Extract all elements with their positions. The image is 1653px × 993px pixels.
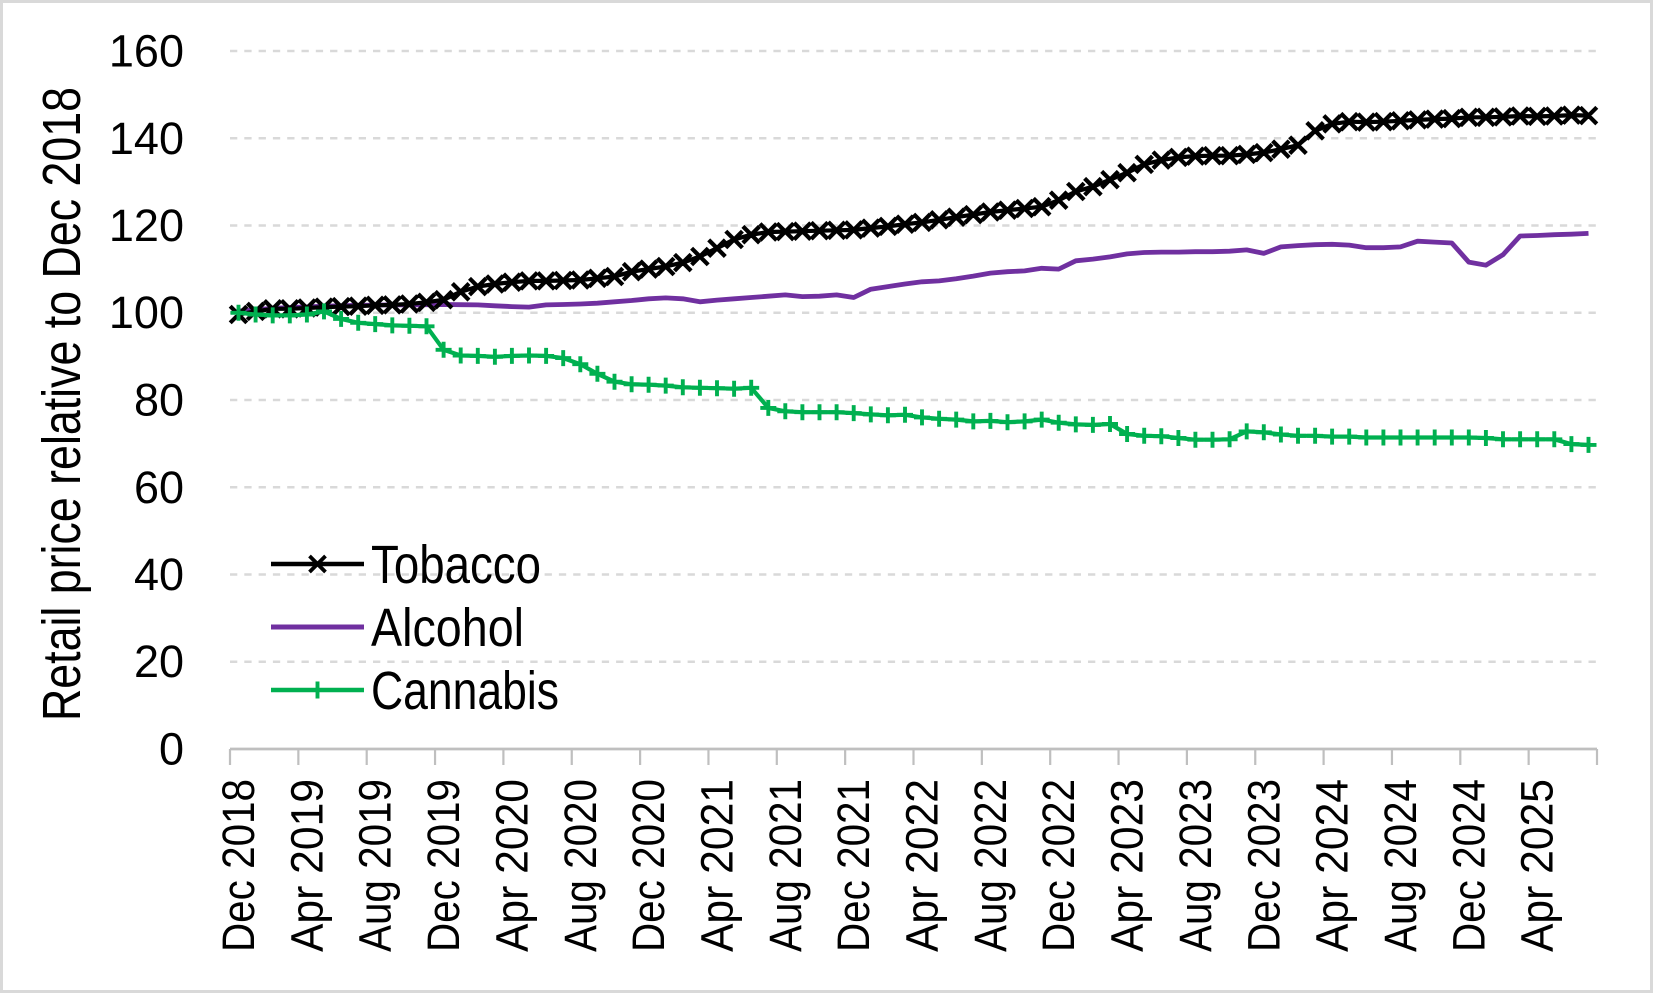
- svg-text:100: 100: [109, 287, 184, 338]
- svg-text:Cannabis: Cannabis: [371, 661, 559, 721]
- svg-text:140: 140: [109, 113, 184, 164]
- svg-text:Dec 2022: Dec 2022: [1033, 779, 1084, 952]
- svg-text:Dec 2024: Dec 2024: [1443, 779, 1494, 952]
- svg-text:Retail price relative to Dec 2: Retail price relative to Dec 2018: [32, 87, 92, 721]
- svg-text:Tobacco: Tobacco: [371, 535, 541, 595]
- svg-text:40: 40: [134, 549, 184, 600]
- svg-text:Dec 2018: Dec 2018: [213, 779, 264, 952]
- svg-text:Aug 2020: Aug 2020: [555, 779, 606, 952]
- svg-text:80: 80: [134, 375, 184, 426]
- svg-text:0: 0: [159, 724, 184, 775]
- svg-text:Apr 2022: Apr 2022: [897, 779, 948, 952]
- svg-text:120: 120: [109, 200, 184, 251]
- svg-text:Apr 2021: Apr 2021: [692, 779, 743, 952]
- svg-text:Dec 2019: Dec 2019: [418, 779, 469, 952]
- svg-text:20: 20: [134, 636, 184, 687]
- svg-text:Apr 2020: Apr 2020: [486, 779, 537, 952]
- svg-text:Dec 2020: Dec 2020: [623, 779, 674, 952]
- svg-text:Apr 2025: Apr 2025: [1512, 779, 1563, 952]
- svg-text:Apr 2024: Apr 2024: [1307, 779, 1358, 952]
- svg-text:160: 160: [109, 26, 184, 77]
- svg-text:Apr 2023: Apr 2023: [1102, 779, 1153, 952]
- svg-text:Aug 2021: Aug 2021: [760, 779, 811, 952]
- svg-text:Aug 2019: Aug 2019: [350, 779, 401, 952]
- svg-text:Aug 2023: Aug 2023: [1170, 779, 1221, 952]
- svg-text:Aug 2024: Aug 2024: [1375, 779, 1426, 952]
- svg-text:60: 60: [134, 462, 184, 513]
- svg-text:Dec 2023: Dec 2023: [1238, 779, 1289, 952]
- svg-text:Aug 2022: Aug 2022: [965, 779, 1016, 952]
- svg-text:Dec 2021: Dec 2021: [828, 779, 879, 952]
- svg-text:Apr 2019: Apr 2019: [281, 779, 332, 952]
- svg-text:Alcohol: Alcohol: [371, 598, 524, 658]
